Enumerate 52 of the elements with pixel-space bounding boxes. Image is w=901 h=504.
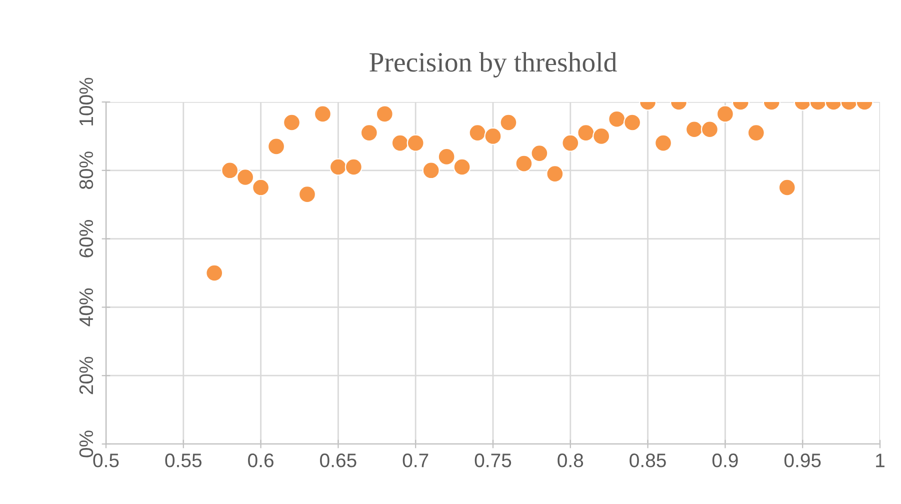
y-tick-label: 20% — [79, 356, 94, 394]
x-tick-label: 0.5 — [93, 454, 119, 468]
y-tick-label: 80% — [79, 152, 94, 190]
point — [624, 114, 642, 132]
x-tick-label: 0.6 — [248, 454, 274, 468]
x-tick-label: 0.65 — [320, 454, 356, 468]
point — [530, 144, 548, 162]
chart-title: Precision by threshold — [370, 52, 617, 78]
x-tick-label: 0.75 — [474, 454, 512, 468]
y-tick-label: 40% — [79, 288, 94, 326]
point — [268, 138, 286, 156]
y-tick-label: 0% — [79, 430, 94, 458]
point — [468, 124, 486, 142]
point — [422, 162, 440, 180]
point — [685, 120, 704, 138]
point — [500, 114, 518, 132]
point — [546, 165, 564, 183]
point — [329, 158, 347, 176]
point — [206, 264, 224, 282]
point — [716, 105, 734, 123]
point — [608, 110, 626, 128]
point — [453, 158, 471, 176]
point — [747, 124, 765, 142]
point — [282, 114, 301, 132]
point — [391, 134, 409, 152]
point — [376, 105, 394, 123]
x-tick-label: 0.95 — [784, 454, 821, 468]
x-tick-label: 0.8 — [558, 454, 584, 468]
y-tick-label: 100% — [79, 78, 94, 126]
point — [438, 148, 456, 166]
point — [298, 186, 316, 204]
point — [562, 134, 580, 152]
x-tick-label: 0.55 — [165, 454, 202, 468]
point — [484, 127, 502, 145]
x-tick-label: 0.7 — [402, 454, 428, 468]
point — [360, 124, 378, 142]
y-tick-label: 60% — [79, 220, 94, 258]
point — [252, 178, 270, 196]
point — [700, 120, 718, 138]
point — [221, 162, 239, 180]
x-tick-label: 1 — [876, 454, 884, 468]
x-tick-label: 0.9 — [712, 454, 738, 468]
point — [236, 168, 254, 186]
point — [515, 154, 533, 172]
point — [406, 134, 424, 152]
point — [654, 134, 672, 152]
point — [592, 127, 610, 145]
point — [344, 158, 362, 176]
x-tick-label: 0.85 — [630, 454, 666, 468]
point — [577, 124, 595, 142]
point — [314, 105, 332, 123]
point — [778, 178, 796, 196]
